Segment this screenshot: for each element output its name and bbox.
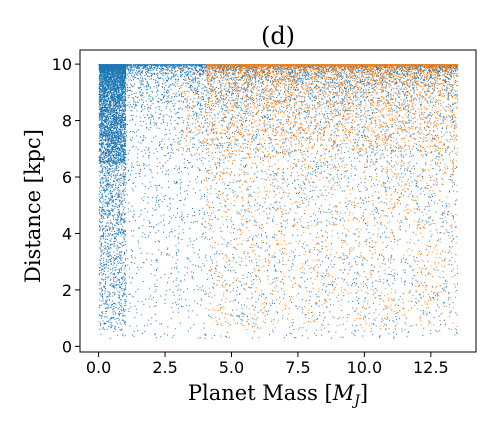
x-axis-label-close: ] (360, 381, 368, 405)
x-axis-label: Planet Mass [MJ] (188, 381, 368, 409)
chart-title: (d) (261, 22, 295, 50)
x-tick-label: 7.5 (285, 358, 310, 377)
x-tick-label: 2.5 (152, 358, 177, 377)
y-axis-label: Distance [kpc] (21, 129, 45, 283)
x-axis-label-subscript: J (351, 393, 361, 409)
y-tick-label: 4 (62, 224, 72, 243)
x-tick-label: 5.0 (219, 358, 244, 377)
x-axis-label-math: M (332, 381, 355, 405)
x-axis-label-text: Planet Mass [ (188, 381, 333, 405)
x-axis: 0.0 2.5 5.0 7.5 10.0 12.5 (86, 352, 449, 377)
plot-area-frame (79, 49, 477, 353)
y-tick-label: 8 (62, 112, 72, 131)
y-tick-label: 0 (62, 337, 72, 356)
series-blue-lowmass-points (98, 64, 127, 330)
series-blue-points (98, 64, 459, 339)
x-tick-label: 0.0 (86, 358, 111, 377)
y-tick-label: 2 (62, 281, 72, 300)
x-tick-label: 10.0 (347, 358, 383, 377)
data-points (98, 64, 459, 339)
y-tick-label: 10 (52, 55, 72, 74)
y-axis: 0 2 4 6 8 10 (52, 55, 80, 356)
y-tick-label: 6 (62, 168, 72, 187)
x-tick-label: 12.5 (413, 358, 449, 377)
